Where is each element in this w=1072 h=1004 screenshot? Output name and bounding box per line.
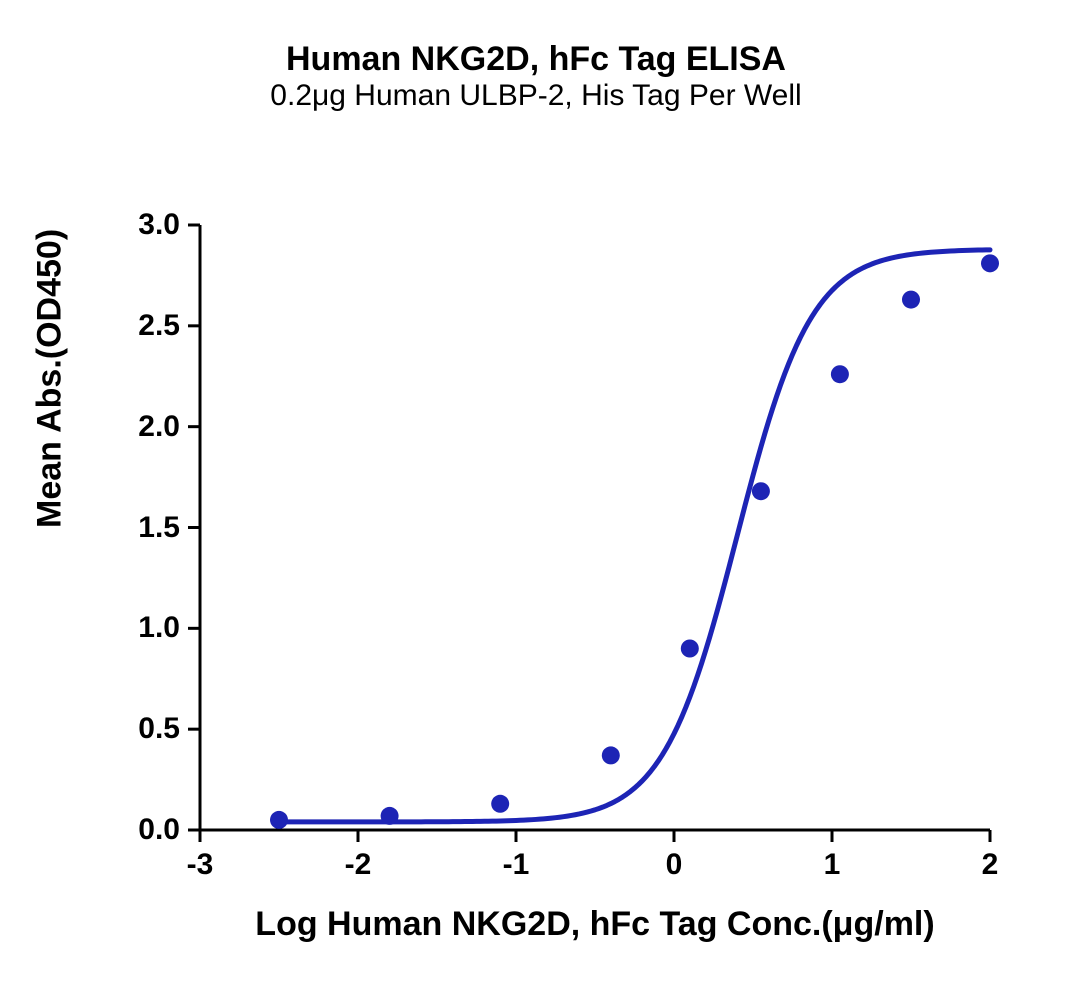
chart-svg [0, 0, 1072, 1004]
y-tick-label: 1.0 [138, 611, 180, 645]
y-tick-label: 2.5 [138, 309, 180, 343]
x-tick-label: 2 [982, 848, 999, 882]
y-tick-label: 1.5 [138, 511, 180, 545]
x-axis-label: Log Human NKG2D, hFc Tag Conc.(μg/ml) [255, 905, 934, 944]
x-tick-label: 1 [824, 848, 841, 882]
y-tick-label: 2.0 [138, 410, 180, 444]
x-tick-label: 0 [666, 848, 683, 882]
y-tick-label: 3.0 [138, 208, 180, 242]
y-tick-label: 0.5 [138, 712, 180, 746]
x-tick-label: -2 [345, 848, 372, 882]
y-tick-label: 0.0 [138, 813, 180, 847]
x-tick-label: -3 [187, 848, 214, 882]
chart-container: Human NKG2D, hFc Tag ELISA 0.2μg Human U… [0, 0, 1072, 1004]
x-tick-label: -1 [503, 848, 530, 882]
